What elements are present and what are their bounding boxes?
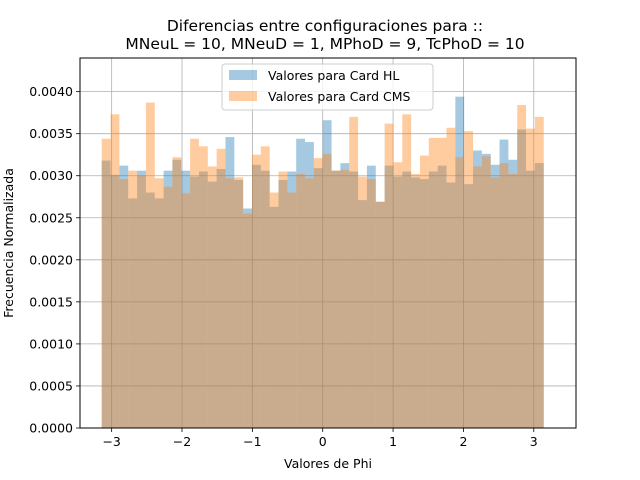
bar-series-1 — [517, 105, 526, 428]
legend-swatch-hl — [229, 70, 257, 80]
bar-series-1 — [526, 129, 535, 428]
bar-series-1 — [438, 138, 447, 428]
bar-series-1 — [296, 174, 305, 428]
bar-series-1 — [455, 157, 464, 428]
legend-label-hl: Valores para Card HL — [268, 68, 399, 83]
legend-swatch-cms — [229, 91, 257, 101]
bar-series-1 — [402, 114, 411, 428]
x-tick-label: 1 — [389, 434, 397, 449]
bar-series-1 — [464, 131, 473, 428]
bar-series-1 — [473, 166, 482, 428]
y-tick-label: 0.0000 — [29, 421, 73, 436]
bar-series-1 — [314, 158, 323, 428]
bar-series-1 — [340, 170, 349, 428]
bar-series-1 — [323, 154, 332, 428]
bar-series-1 — [164, 187, 173, 428]
bar-series-1 — [111, 114, 120, 428]
bar-series-1 — [225, 178, 234, 428]
bar-series-1 — [119, 179, 128, 428]
bar-series-1 — [270, 193, 279, 428]
x-tick-label: −2 — [173, 434, 191, 449]
bar-series-1 — [535, 117, 544, 428]
bar-series-1 — [500, 163, 509, 428]
legend-label-cms: Valores para Card CMS — [268, 89, 410, 104]
bar-series-1 — [358, 177, 367, 428]
y-tick-label: 0.0020 — [29, 252, 73, 267]
bar-series-1 — [508, 174, 517, 428]
bar-series-1 — [146, 103, 155, 428]
y-tick-label: 0.0030 — [29, 168, 73, 183]
bar-series-1 — [199, 146, 208, 428]
bar-series-1 — [482, 156, 491, 428]
x-tick-label: −3 — [102, 434, 120, 449]
bar-series-1 — [155, 178, 164, 428]
y-axis-label: Frecuencia Normalizada — [1, 168, 16, 318]
bar-series-1 — [137, 176, 146, 428]
chart-title-line-1: Diferencias entre configuraciones para :… — [167, 17, 483, 35]
bar-series-1 — [393, 162, 402, 428]
bar-series-1 — [420, 156, 429, 428]
x-tick-label: −1 — [243, 434, 261, 449]
bar-series-1 — [243, 214, 252, 428]
bar-series-1 — [181, 193, 190, 428]
bar-series-1 — [252, 155, 261, 428]
bar-series-1 — [261, 146, 270, 428]
bar-series-1 — [446, 128, 455, 428]
bar-series-1 — [305, 178, 314, 428]
y-tick-label: 0.0025 — [29, 210, 73, 225]
bar-series-1 — [217, 149, 226, 428]
bar-series-1 — [491, 177, 500, 428]
x-tick-label: 3 — [530, 434, 538, 449]
bar-series-1 — [367, 179, 376, 428]
bar-series-1 — [208, 166, 217, 428]
bar-series-1 — [234, 177, 243, 428]
y-tick-label: 0.0005 — [29, 378, 73, 393]
bar-series-1 — [128, 171, 137, 428]
bar-series-1 — [429, 138, 438, 428]
y-tick-label: 0.0015 — [29, 294, 73, 309]
bar-series-1 — [332, 171, 341, 428]
bar-series-1 — [411, 174, 420, 428]
x-tick-label: 2 — [459, 434, 467, 449]
y-tick-label: 0.0010 — [29, 336, 73, 351]
y-tick-label: 0.0040 — [29, 84, 73, 99]
bar-series-1 — [190, 139, 199, 428]
x-tick-label: 0 — [319, 434, 327, 449]
legend: Valores para Card HL Valores para Card C… — [222, 64, 433, 110]
bar-series-1 — [385, 124, 394, 428]
bar-series-1 — [279, 172, 288, 428]
x-axis-label: Valores de Phi — [284, 456, 372, 471]
chart-title-line-2: MNeuL = 10, MNeuD = 1, MPhoD = 9, TcPhoD… — [125, 35, 524, 53]
y-tick-label: 0.0035 — [29, 126, 73, 141]
bar-series-1 — [349, 117, 358, 428]
bar-series-1 — [287, 193, 296, 428]
bar-series-1 — [102, 139, 111, 428]
bar-series-1 — [172, 157, 181, 428]
bar-series-1 — [376, 202, 385, 428]
